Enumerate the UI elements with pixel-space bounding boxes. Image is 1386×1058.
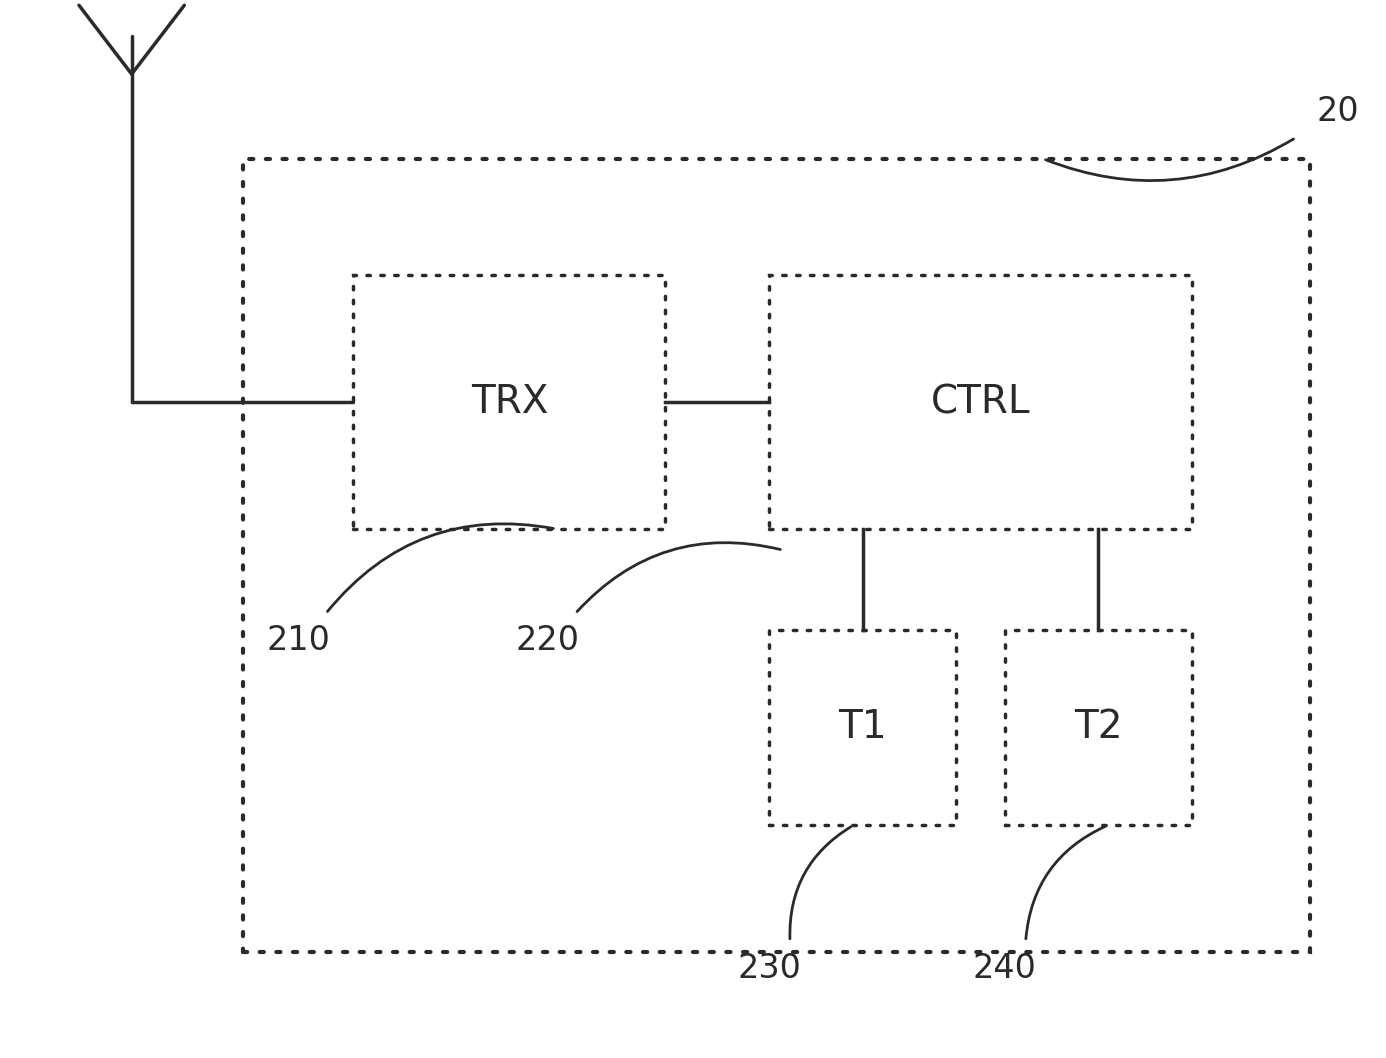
Text: TRX: TRX bbox=[471, 383, 547, 421]
FancyBboxPatch shape bbox=[353, 275, 665, 529]
Text: 210: 210 bbox=[266, 623, 330, 657]
FancyArrowPatch shape bbox=[327, 524, 553, 612]
Text: 20: 20 bbox=[1317, 94, 1358, 128]
Text: 220: 220 bbox=[516, 623, 579, 657]
FancyArrowPatch shape bbox=[577, 543, 780, 612]
FancyArrowPatch shape bbox=[1045, 139, 1293, 181]
FancyBboxPatch shape bbox=[1005, 630, 1192, 825]
Text: 240: 240 bbox=[973, 951, 1037, 985]
Text: T1: T1 bbox=[839, 709, 887, 746]
FancyBboxPatch shape bbox=[769, 630, 956, 825]
Text: 230: 230 bbox=[737, 951, 801, 985]
FancyArrowPatch shape bbox=[1026, 826, 1105, 938]
Text: T2: T2 bbox=[1074, 709, 1123, 746]
Text: CTRL: CTRL bbox=[931, 383, 1030, 421]
FancyArrowPatch shape bbox=[790, 826, 851, 938]
FancyBboxPatch shape bbox=[769, 275, 1192, 529]
